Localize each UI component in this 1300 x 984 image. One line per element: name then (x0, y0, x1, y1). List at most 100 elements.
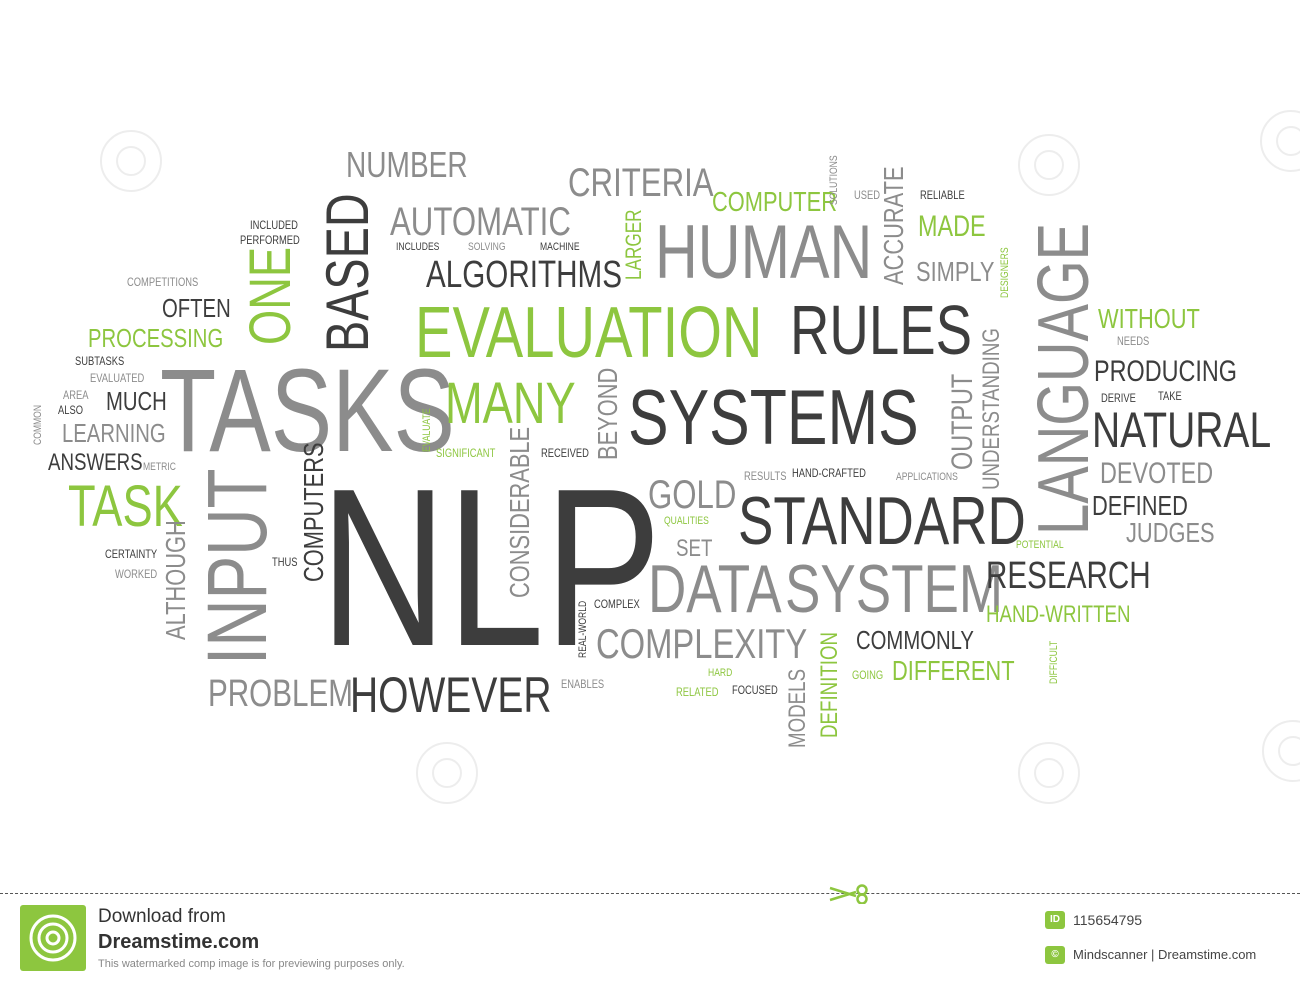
download-footer: Download from Dreamstime.com This waterm… (0, 884, 1300, 984)
cloud-word: CRITERIA (568, 161, 714, 205)
cloud-word: STANDARD (738, 483, 1026, 559)
watermark-spiral-icon (1018, 134, 1080, 196)
id-badge-icon: ID (1045, 911, 1065, 929)
cloud-word: SIMPLY (916, 256, 995, 287)
site-name[interactable]: Dreamstime.com (98, 931, 260, 953)
cloud-word: QUALITIES (664, 515, 709, 527)
cloud-word: SOLVING (468, 241, 506, 253)
cloud-word: OFTEN (162, 293, 231, 323)
image-credit[interactable]: Mindscanner | Dreamstime.com (1073, 947, 1257, 962)
cloud-word: GOLD (648, 473, 737, 517)
cloud-word: INCLUDED (250, 218, 298, 232)
cloud-word: HAND-CRAFTED (792, 466, 866, 480)
image-id: 115654795 (1073, 912, 1143, 928)
cloud-word: RESULTS (744, 469, 787, 483)
cloud-word: COMMONLY (856, 625, 974, 655)
cloud-word: AREA (63, 388, 89, 402)
cloud-word: PERFORMED (240, 233, 300, 247)
cloud-word: ONE (238, 246, 303, 345)
cloud-word: POTENTIAL (1016, 539, 1064, 551)
cloud-word: DIFFICULT (1048, 640, 1060, 684)
download-from-label: Download from (98, 906, 226, 927)
cloud-word: RELATED (676, 685, 719, 699)
cloud-word: WORKED (115, 567, 158, 581)
cloud-word: COMPLEX (594, 597, 640, 611)
cloud-word: SIGNIFICANT (436, 446, 496, 460)
copyright-badge-icon: © (1045, 946, 1065, 964)
cloud-word: NATURAL (1092, 402, 1272, 458)
cloud-word: INCLUDES (396, 241, 440, 253)
cloud-word: COMMON (32, 404, 44, 445)
cloud-word: DEVOTED (1100, 457, 1214, 490)
cloud-word: SOLUTIONS (828, 155, 840, 205)
cloud-word: DERIVE (1101, 391, 1136, 405)
cloud-word: NUMBER (346, 144, 468, 185)
cloud-word: MUCH (106, 386, 167, 416)
cloud-word: COMPUTER (712, 186, 837, 217)
watermark-spiral-icon (416, 742, 478, 804)
watermark-spiral-icon (1260, 110, 1300, 172)
cloud-word: SET (676, 535, 713, 562)
cloud-word: ALTHOUGH (160, 520, 191, 640)
cloud-word: ANSWERS (48, 449, 143, 476)
cloud-word: RECEIVED (541, 446, 589, 460)
cloud-word: SYSTEM (785, 551, 1004, 627)
cloud-word: TASK (68, 474, 183, 539)
cloud-word: DEFINED (1092, 490, 1188, 521)
cloud-word: TAKE (1158, 389, 1182, 403)
watermark-spiral-icon (100, 130, 162, 192)
cloud-word: EVALUATE (421, 408, 433, 452)
cloud-word: DATA (648, 551, 782, 627)
cloud-word: METRIC (143, 461, 176, 473)
cloud-word: MANY (445, 371, 576, 436)
preview-note: This watermarked comp image is for previ… (98, 958, 405, 970)
dreamstime-logo-icon (20, 905, 86, 971)
cloud-word: EVALUATED (90, 371, 145, 385)
cloud-word: HOWEVER (350, 667, 552, 723)
dashed-cut-line (0, 893, 1300, 894)
cloud-word: PROBLEM (208, 673, 353, 715)
cloud-word: OUTPUT (946, 373, 979, 470)
cloud-word: BEYOND (592, 367, 623, 460)
cloud-word: ALSO (58, 403, 83, 417)
cloud-word: UNDERSTANDING (978, 328, 1005, 490)
cloud-word: BASED (314, 193, 381, 352)
cloud-word: ENABLES (561, 677, 605, 691)
cloud-word: NEEDS (1117, 334, 1150, 348)
watermark-spiral-icon (1262, 720, 1300, 782)
cloud-word: RELIABLE (920, 188, 965, 202)
word-cloud: NLP TASKS EVALUATION SYSTEMS HUMAN RULES STAND… (32, 110, 1300, 804)
cloud-word: COMPLEXITY (596, 620, 808, 667)
cloud-word: APPLICATIONS (896, 471, 958, 483)
cloud-word: SYSTEMS (628, 373, 919, 461)
cloud-word: DESIGNERS (999, 247, 1011, 298)
cloud-word: MADE (918, 210, 986, 243)
cloud-word: TASKS (160, 345, 455, 477)
cloud-word: ACCURATE (878, 166, 909, 285)
cloud-word: HAND-WRITTEN (986, 601, 1131, 628)
cloud-word: USED (854, 188, 881, 202)
cloud-word: LEARNING (62, 418, 166, 448)
cloud-word: COMPETITIONS (127, 275, 199, 289)
scissors-icon (829, 884, 868, 904)
cloud-word: CERTAINTY (105, 547, 158, 561)
cloud-word: EVALUATION (415, 293, 763, 373)
cloud-word: MODELS (784, 668, 811, 748)
cloud-word: LANGUAGE (1024, 222, 1104, 535)
cloud-word: RESEARCH (986, 555, 1151, 597)
cloud-word: AUTOMATIC (390, 200, 571, 244)
cloud-word: LARGER (621, 209, 646, 280)
cloud-word: REAL-WORLD (577, 600, 589, 658)
cloud-word: RULES (790, 291, 973, 369)
cloud-word: GOING (852, 668, 884, 682)
cloud-word: ALGORITHMS (426, 254, 622, 296)
cloud-word: SUBTASKS (75, 354, 125, 368)
cloud-word: INPUT (190, 468, 284, 665)
cloud-word: THUS (272, 555, 298, 569)
cloud-word: MACHINE (540, 241, 580, 253)
cloud-word: HUMAN (655, 210, 873, 295)
cloud-word: FOCUSED (732, 683, 778, 697)
cloud-word: HARD (708, 667, 733, 679)
cloud-word: NLP (320, 441, 662, 693)
watermark-spiral-icon (1018, 742, 1080, 804)
